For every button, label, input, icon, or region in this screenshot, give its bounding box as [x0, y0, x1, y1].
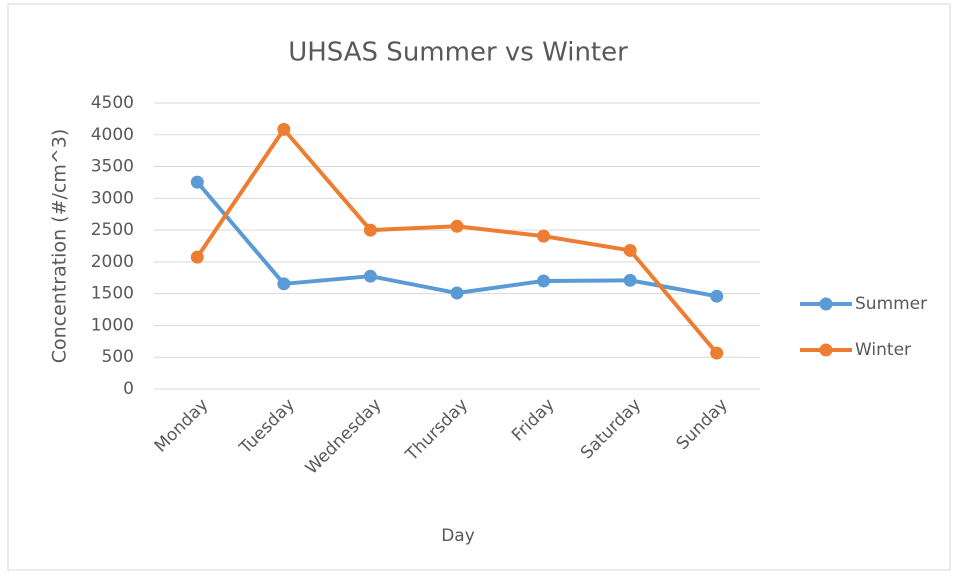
- y-tick-label: 4500: [91, 93, 134, 113]
- point: [623, 243, 637, 257]
- point: [363, 269, 377, 283]
- y-tick-label: 0: [123, 379, 134, 399]
- y-tick-label: 3500: [91, 157, 134, 177]
- point: [450, 219, 464, 233]
- legend-marker: [819, 297, 833, 311]
- y-tick-label: 500: [102, 347, 134, 367]
- point: [450, 286, 464, 300]
- point: [277, 277, 291, 291]
- y-tick-label: 2000: [91, 252, 134, 272]
- y-tick-label: 4000: [91, 125, 134, 145]
- legend-label: Winter: [855, 340, 911, 360]
- point: [623, 273, 637, 287]
- y-tick-label: 2500: [91, 220, 134, 240]
- y-tick-label: 3000: [91, 188, 134, 208]
- point: [710, 289, 724, 303]
- y-tick-label: 1000: [91, 315, 134, 335]
- chart-border: [7, 3, 951, 571]
- chart-title: UHSAS Summer vs Winter: [288, 38, 628, 68]
- legend-marker: [819, 343, 833, 357]
- point: [190, 250, 204, 264]
- x-axis-title: Day: [441, 526, 475, 546]
- point: [710, 346, 724, 360]
- point: [363, 223, 377, 237]
- point: [537, 274, 551, 288]
- point: [190, 175, 204, 189]
- legend-label: Summer: [855, 294, 927, 314]
- y-axis-title: Concentration (#/cm^3): [49, 129, 71, 364]
- y-tick-label: 1500: [91, 284, 134, 304]
- point: [277, 122, 291, 136]
- point: [537, 229, 551, 243]
